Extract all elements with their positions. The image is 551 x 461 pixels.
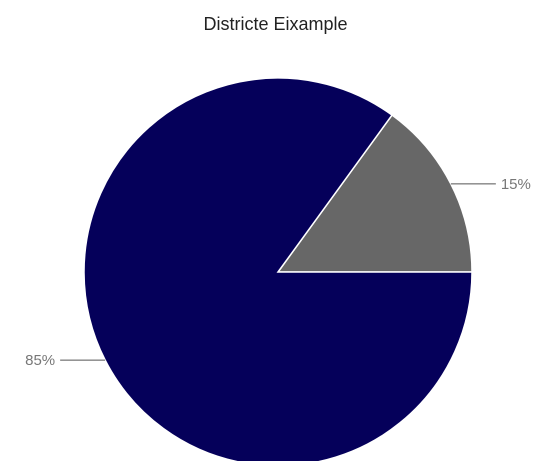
pie-slice-0[interactable] [276,114,473,273]
pie-slice-1[interactable] [83,77,473,461]
chart-title: Districte Eixample [203,14,348,34]
slice-label-1: 85% [25,352,55,369]
slice-label-0: 15% [501,176,531,193]
